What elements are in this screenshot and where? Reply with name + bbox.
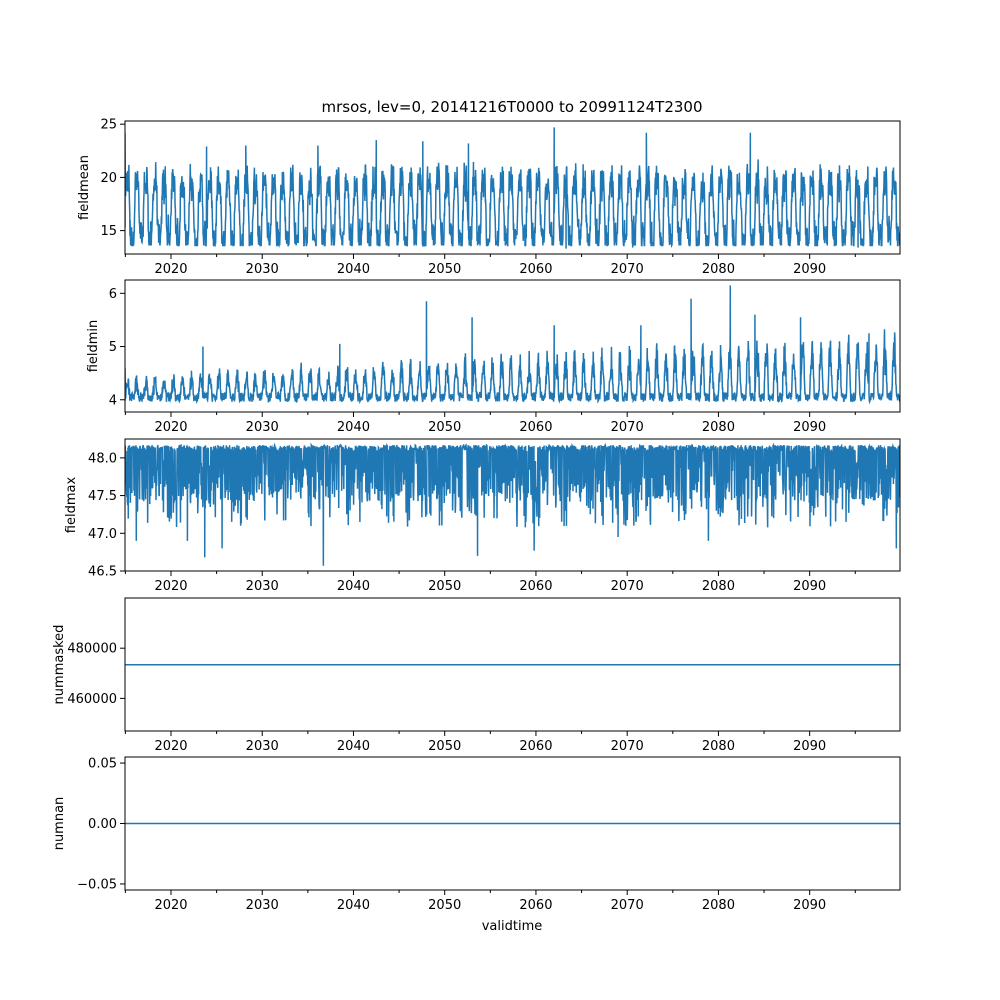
series-line-fieldmean: [125, 127, 900, 249]
x-tick-label: 2060: [519, 579, 552, 594]
y-tick-label: 460000: [67, 692, 117, 707]
x-tick-label: 2090: [793, 739, 826, 754]
x-tick-label: 2040: [337, 262, 370, 277]
subplot-fieldmean: 2020 2030 2040 2050 2060 2070 2080 2090 15 20 25 fi…: [77, 118, 901, 277]
y-tick-label: 15: [100, 224, 117, 239]
y-tick-label: 47.0: [88, 527, 117, 542]
x-tick-label: 2020: [154, 898, 187, 913]
x-tick-label: 2090: [793, 262, 826, 277]
y-tick-label: 46.5: [88, 565, 117, 580]
x-tick-label: 2030: [246, 898, 279, 913]
axes-frame: [124, 279, 901, 413]
x-tick-label: 2020: [154, 739, 187, 754]
y-axis-label: fieldmax: [64, 477, 79, 534]
series-line-fieldmax: [125, 442, 900, 566]
x-tick-label: 2080: [702, 420, 735, 435]
x-tick-label: 2060: [519, 898, 552, 913]
y-tick-label: 47.5: [88, 489, 117, 504]
y-axis-label: fieldmin: [86, 320, 101, 373]
y-tick-label: 0.00: [88, 817, 117, 832]
x-tick-label: 2020: [154, 420, 187, 435]
y-axis-label: fieldmean: [77, 155, 92, 220]
y-tick-label: 25: [100, 118, 117, 133]
x-tick-label: 2070: [611, 739, 644, 754]
x-tick-label: 2030: [246, 739, 279, 754]
x-tick-label: 2070: [611, 898, 644, 913]
y-tick-label: 6: [109, 287, 117, 302]
subplots: 2020 2030 2040 2050 2060 2070 2080 2090 15 20 25 fi…: [52, 118, 901, 913]
x-tick-label: 2020: [154, 579, 187, 594]
x-axis-label: validtime: [482, 919, 543, 934]
x-tick-label: 2040: [337, 898, 370, 913]
x-tick-label: 2060: [519, 262, 552, 277]
subplot-fieldmax: 2020 2030 2040 2050 2060 2070 2080 2090 46.5 47.0…: [64, 438, 901, 594]
x-tick-label: 2080: [702, 579, 735, 594]
x-tick-label: 2060: [519, 739, 552, 754]
y-tick-label: 480000: [67, 642, 117, 657]
x-tick-label: 2050: [428, 420, 461, 435]
x-tick-label: 2090: [793, 898, 826, 913]
subplot-numnan: 2020 2030 2040 2050 2060 2070 2080 2090 −0.05 0.0…: [52, 756, 901, 913]
axes-frame: [124, 597, 901, 732]
subplot-fieldmin: 2020 2030 2040 2050 2060 2070 2080 2090 4 5 6 field…: [86, 279, 901, 435]
chart-title: mrsos, lev=0, 20141216T0000 to 20991124T…: [321, 98, 702, 116]
x-tick-label: 2080: [702, 739, 735, 754]
axes-frame: [124, 438, 901, 572]
x-tick-label: 2030: [246, 262, 279, 277]
y-tick-label: 0.05: [88, 757, 117, 772]
x-tick-label: 2070: [611, 579, 644, 594]
series-line-fieldmin: [125, 285, 900, 405]
x-tick-label: 2040: [337, 579, 370, 594]
x-tick-label: 2060: [519, 420, 552, 435]
x-tick-label: 2050: [428, 739, 461, 754]
x-tick-label: 2040: [337, 420, 370, 435]
x-tick-label: 2030: [246, 579, 279, 594]
x-tick-label: 2030: [246, 420, 279, 435]
x-tick-label: 2050: [428, 898, 461, 913]
x-tick-label: 2020: [154, 262, 187, 277]
x-tick-label: 2040: [337, 739, 370, 754]
x-tick-label: 2070: [611, 420, 644, 435]
x-tick-label: 2090: [793, 420, 826, 435]
y-axis-label: nummasked: [52, 625, 67, 705]
x-tick-label: 2050: [428, 579, 461, 594]
axes-frame: [124, 120, 901, 255]
y-tick-label: 48.0: [88, 451, 117, 466]
x-tick-label: 2070: [611, 262, 644, 277]
y-tick-label: 20: [100, 171, 117, 186]
y-tick-label: 5: [109, 340, 117, 355]
x-tick-label: 2080: [702, 262, 735, 277]
y-tick-label: −0.05: [77, 877, 117, 892]
x-tick-label: 2050: [428, 262, 461, 277]
y-axis-label: numnan: [52, 797, 67, 851]
x-tick-label: 2080: [702, 898, 735, 913]
x-tick-label: 2090: [793, 579, 826, 594]
subplot-nummasked: 2020 2030 2040 2050 2060 2070 2080 2090 460000 48…: [52, 597, 901, 754]
y-tick-label: 4: [109, 393, 117, 408]
